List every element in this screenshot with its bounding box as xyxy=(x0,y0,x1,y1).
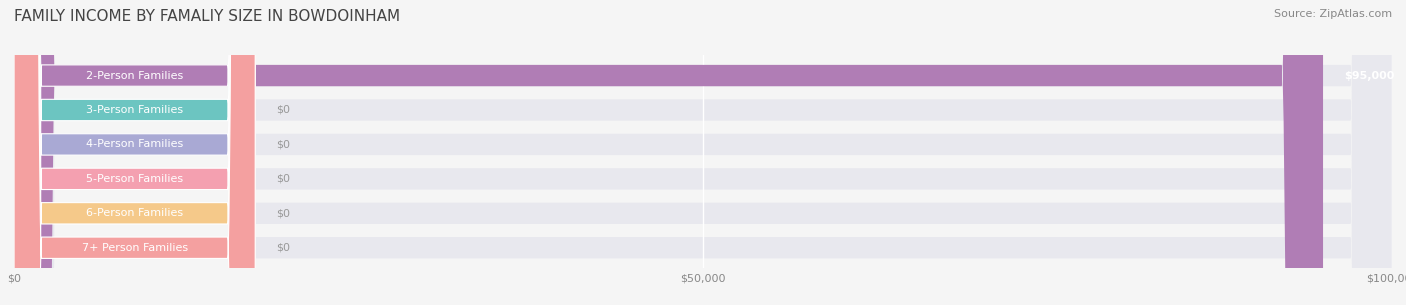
FancyBboxPatch shape xyxy=(14,0,1392,305)
Text: $0: $0 xyxy=(276,174,290,184)
Text: 4-Person Families: 4-Person Families xyxy=(86,139,183,149)
FancyBboxPatch shape xyxy=(14,0,256,305)
FancyBboxPatch shape xyxy=(14,0,1323,305)
Text: 7+ Person Families: 7+ Person Families xyxy=(82,243,187,253)
FancyBboxPatch shape xyxy=(14,0,256,305)
Text: 3-Person Families: 3-Person Families xyxy=(86,105,183,115)
FancyBboxPatch shape xyxy=(14,0,256,305)
Text: $0: $0 xyxy=(276,208,290,218)
FancyBboxPatch shape xyxy=(14,0,1392,305)
FancyBboxPatch shape xyxy=(14,0,256,305)
FancyBboxPatch shape xyxy=(14,0,1392,305)
Text: $95,000: $95,000 xyxy=(1344,70,1395,81)
FancyBboxPatch shape xyxy=(14,0,1392,305)
Text: $0: $0 xyxy=(276,105,290,115)
FancyBboxPatch shape xyxy=(14,0,1392,305)
Text: $0: $0 xyxy=(276,139,290,149)
Text: 5-Person Families: 5-Person Families xyxy=(86,174,183,184)
Text: Source: ZipAtlas.com: Source: ZipAtlas.com xyxy=(1274,9,1392,19)
FancyBboxPatch shape xyxy=(14,0,1392,305)
Text: 6-Person Families: 6-Person Families xyxy=(86,208,183,218)
Text: FAMILY INCOME BY FAMALIY SIZE IN BOWDOINHAM: FAMILY INCOME BY FAMALIY SIZE IN BOWDOIN… xyxy=(14,9,401,24)
FancyBboxPatch shape xyxy=(14,0,256,305)
Text: $0: $0 xyxy=(276,243,290,253)
Text: 2-Person Families: 2-Person Families xyxy=(86,70,183,81)
FancyBboxPatch shape xyxy=(14,0,256,305)
